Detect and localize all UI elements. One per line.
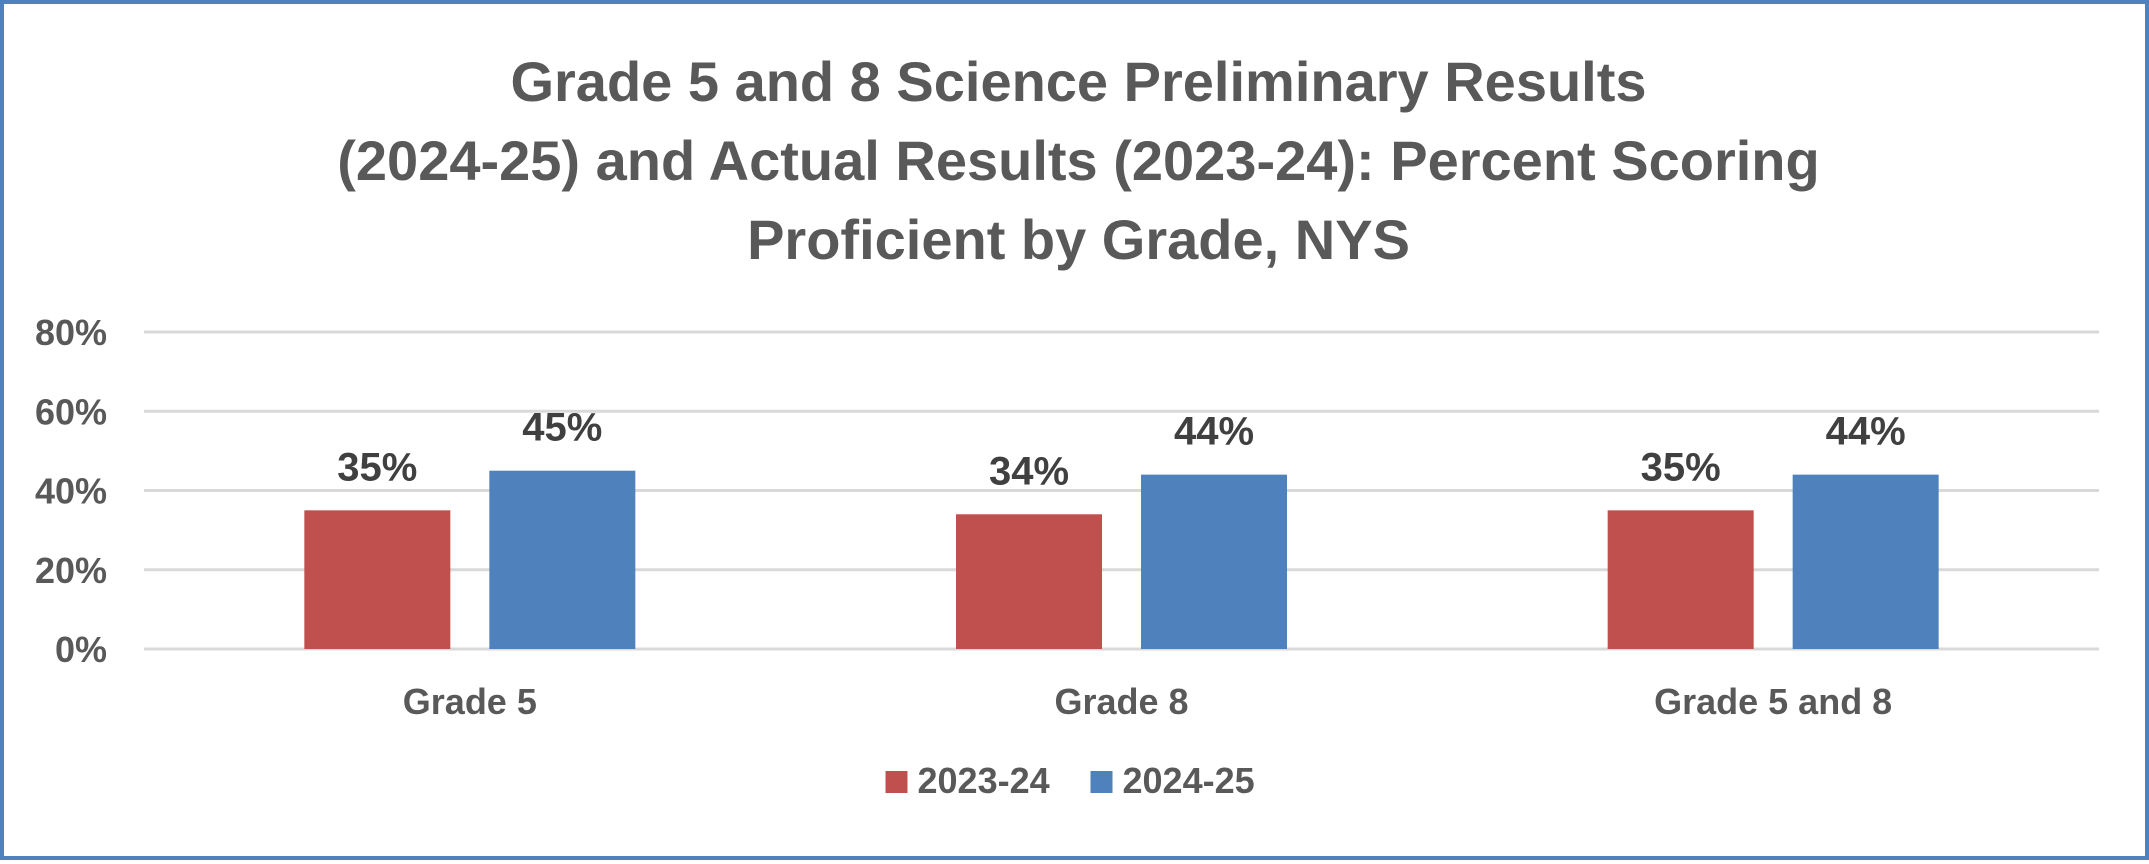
bar-2024-25-grade-5-and-8 <box>1792 474 1939 649</box>
legend-swatch-2023-24 <box>885 771 908 793</box>
y-tick-label: 0% <box>55 629 107 670</box>
data-label: 44% <box>1174 410 1254 454</box>
bar-2023-24-grade-8 <box>956 514 1102 649</box>
data-label: 45% <box>522 406 602 450</box>
data-label: 35% <box>337 445 417 489</box>
chart-title-line-2: (2024-25) and Actual Results (2023-24): … <box>337 129 1820 192</box>
bar-2023-24-grade-5 <box>304 510 451 649</box>
bar-chart: 0% 20% 40% 60% 80% 35% 45% Grade 5 34% 44% Grade 8… <box>35 312 2099 801</box>
chart-title-line-1: Grade 5 and 8 Science Preliminary Result… <box>510 50 1647 113</box>
bar-2024-25-grade-8 <box>1141 474 1287 649</box>
chart-title: Grade 5 and 8 Science Preliminary Result… <box>4 42 2149 279</box>
chart-title-line-3: Proficient by Grade, NYS <box>747 208 1410 271</box>
bar-2024-25-grade-5 <box>489 470 636 649</box>
legend-label: 2024-25 <box>1123 760 1255 801</box>
x-category-label: Grade 5 and 8 <box>1654 681 1892 722</box>
y-tick-label: 80% <box>35 312 107 353</box>
x-category-label: Grade 8 <box>1054 681 1188 722</box>
y-tick-label: 60% <box>35 391 107 432</box>
data-label: 44% <box>1826 410 1906 454</box>
y-tick-label: 40% <box>35 471 107 512</box>
y-tick-label: 20% <box>35 550 107 591</box>
legend-swatch-2024-25 <box>1090 771 1113 793</box>
bar-2023-24-grade-5-and-8 <box>1607 510 1754 649</box>
x-category-label: Grade 5 <box>403 681 537 722</box>
data-label: 34% <box>989 449 1069 493</box>
legend-label: 2023-24 <box>918 760 1050 801</box>
data-label: 35% <box>1641 445 1721 489</box>
